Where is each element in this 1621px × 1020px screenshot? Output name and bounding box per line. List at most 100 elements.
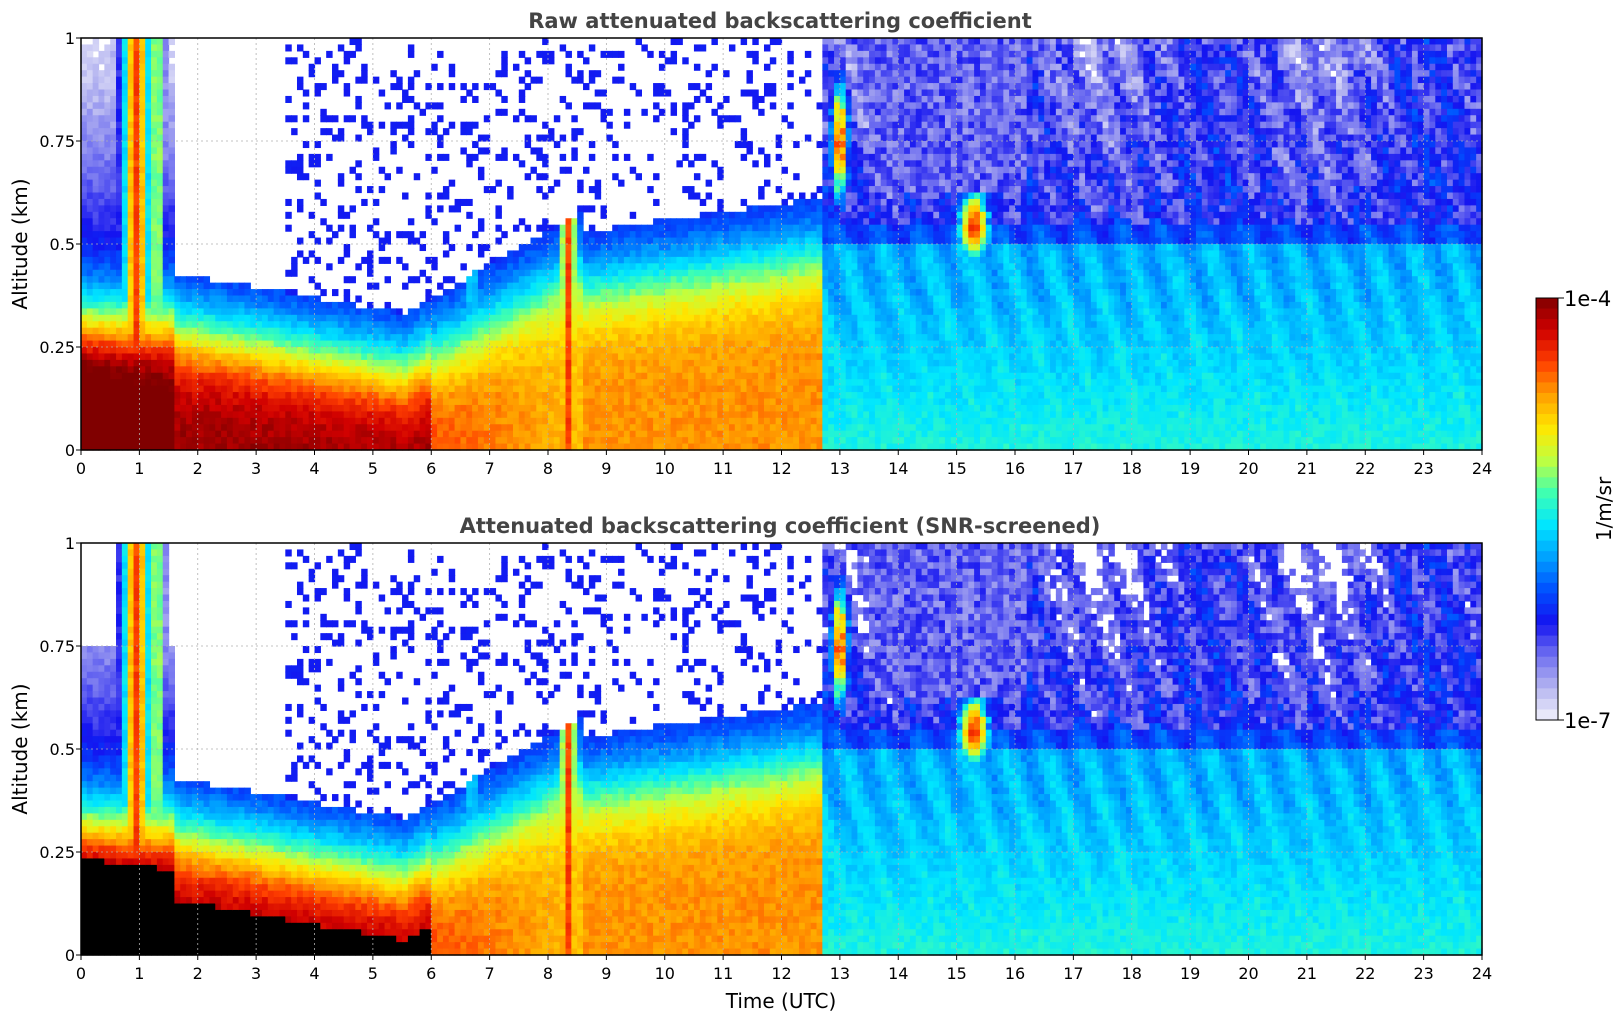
heatmap-cell: [326, 437, 332, 444]
heatmap-cell: [379, 392, 385, 399]
heatmap-cell: [145, 38, 151, 45]
heatmap-cell: [326, 366, 332, 373]
heatmap-cell: [169, 411, 175, 418]
heatmap-cell: [163, 424, 169, 431]
heatmap-cell: [93, 334, 99, 341]
heatmap-cell: [338, 431, 344, 438]
heatmap-cell: [151, 154, 157, 161]
heatmap-cell: [285, 360, 291, 367]
heatmap-cell: [262, 418, 268, 425]
heatmap-cell: [163, 308, 169, 315]
heatmap-cell: [99, 424, 105, 431]
heatmap-cell: [315, 302, 321, 309]
heatmap-cell: [99, 180, 105, 187]
heatmap-cell: [344, 347, 350, 354]
heatmap-cell: [87, 135, 93, 142]
heatmap-cell: [315, 353, 321, 360]
heatmap-cell: [315, 405, 321, 412]
heatmap-cell: [81, 308, 87, 315]
heatmap-cell: [320, 128, 326, 135]
heatmap-cell: [390, 379, 396, 386]
heatmap-cell: [110, 334, 116, 341]
heatmap-cell: [279, 341, 285, 348]
heatmap-cell: [379, 167, 385, 174]
heatmap-cell: [315, 424, 321, 431]
heatmap-cell: [180, 283, 186, 290]
heatmap-cell: [303, 392, 309, 399]
heatmap-cell: [128, 51, 134, 58]
heatmap-cell: [157, 411, 163, 418]
heatmap-cell: [157, 366, 163, 373]
heatmap-cell: [390, 392, 396, 399]
heatmap-cell: [227, 392, 233, 399]
heatmap-cell: [390, 360, 396, 367]
heatmap-cell: [355, 102, 361, 109]
heatmap-cell: [110, 405, 116, 412]
heatmap-cell: [151, 218, 157, 225]
heatmap-cell: [139, 167, 145, 174]
heatmap-cell: [256, 399, 262, 406]
heatmap-cell: [239, 399, 245, 406]
heatmap-cell: [163, 238, 169, 245]
heatmap-cell: [338, 257, 344, 264]
heatmap-cell: [291, 431, 297, 438]
heatmap-cell: [233, 302, 239, 309]
heatmap-cell: [151, 341, 157, 348]
heatmap-cell: [116, 347, 122, 354]
heatmap-cell: [151, 173, 157, 180]
heatmap-cell: [326, 321, 332, 328]
heatmap-cell: [209, 347, 215, 354]
heatmap-cell: [256, 373, 262, 380]
heatmap-cell: [93, 366, 99, 373]
heatmap-cell: [268, 418, 274, 425]
heatmap-cell: [110, 360, 116, 367]
heatmap-cell: [128, 257, 134, 264]
heatmap-cell: [279, 296, 285, 303]
heatmap-cell: [338, 321, 344, 328]
heatmap-cell: [157, 431, 163, 438]
heatmap-cell: [332, 341, 338, 348]
heatmap-cell: [291, 321, 297, 328]
heatmap-cell: [163, 250, 169, 257]
heatmap-cell: [350, 405, 356, 412]
heatmap-cell: [104, 109, 110, 116]
heatmap-cell: [174, 308, 180, 315]
heatmap-cell: [145, 360, 151, 367]
heatmap-cell: [233, 386, 239, 393]
heatmap-cell: [396, 386, 402, 393]
heatmap-cell: [93, 115, 99, 122]
heatmap-cell: [239, 360, 245, 367]
heatmap-cell: [110, 238, 116, 245]
heatmap-cell: [87, 360, 93, 367]
heatmap-cell: [104, 83, 110, 90]
heatmap-cell: [373, 347, 379, 354]
heatmap-cell: [385, 399, 391, 406]
heatmap-cell: [169, 308, 175, 315]
heatmap-cell: [233, 334, 239, 341]
heatmap-cell: [198, 373, 204, 380]
heatmap-cell: [81, 302, 87, 309]
heatmap-cell: [209, 424, 215, 431]
heatmap-cell: [402, 96, 408, 103]
heatmap-cell: [338, 212, 344, 219]
heatmap-cell: [279, 399, 285, 406]
heatmap-cell: [128, 167, 134, 174]
heatmap-cell: [344, 418, 350, 425]
heatmap-cell: [157, 173, 163, 180]
heatmap-cell: [274, 431, 280, 438]
heatmap-cell: [396, 122, 402, 129]
heatmap-cell: [157, 347, 163, 354]
heatmap-cell: [233, 392, 239, 399]
heatmap-cell: [151, 205, 157, 212]
heatmap-cell: [344, 353, 350, 360]
heatmap-cell: [204, 315, 210, 322]
heatmap-cell: [320, 315, 326, 322]
heatmap-cell: [87, 392, 93, 399]
heatmap-cell: [110, 411, 116, 418]
heatmap-cell: [104, 231, 110, 238]
heatmap-cell: [151, 302, 157, 309]
heatmap-cell: [373, 154, 379, 161]
heatmap-cell: [151, 296, 157, 303]
heatmap-cell: [285, 115, 291, 122]
heatmap-cell: [361, 392, 367, 399]
